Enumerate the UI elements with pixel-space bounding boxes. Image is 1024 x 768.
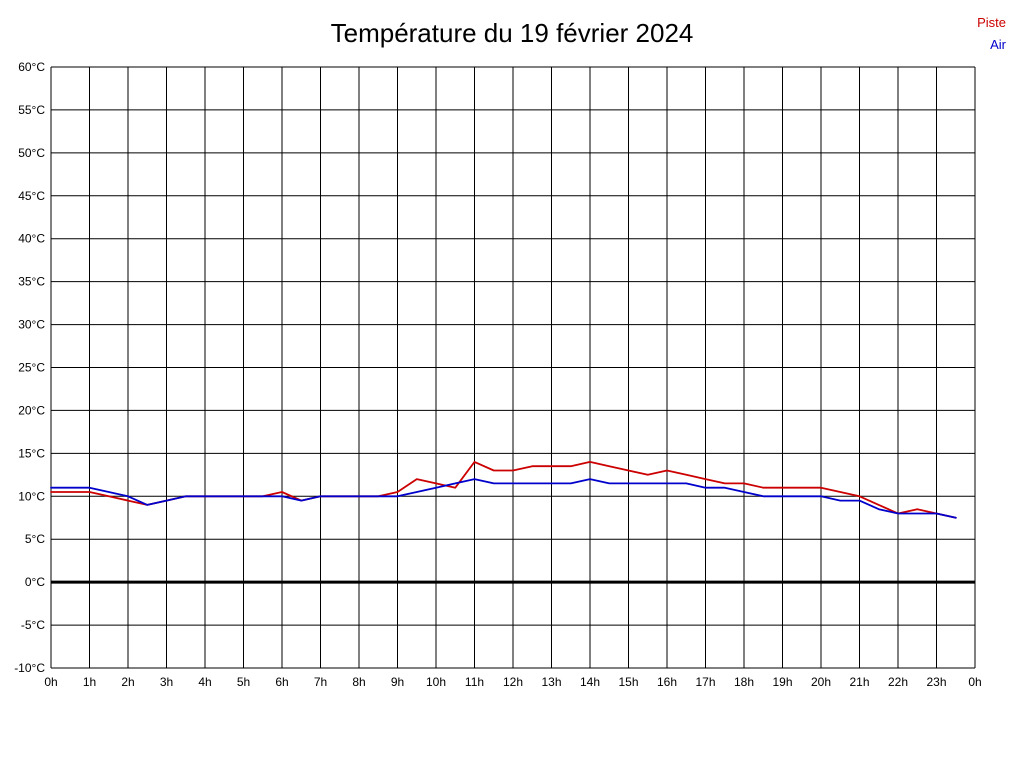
x-tick-label: 5h	[237, 675, 250, 689]
x-tick-label: 9h	[391, 675, 404, 689]
x-tick-label: 15h	[618, 675, 638, 689]
y-tick-label: 55°C	[18, 103, 45, 117]
x-tick-label: 13h	[541, 675, 561, 689]
y-tick-label: 50°C	[18, 146, 45, 160]
x-tick-label: 16h	[657, 675, 677, 689]
grid	[50, 66, 976, 669]
x-tick-label: 22h	[888, 675, 908, 689]
chart-title: Température du 19 février 2024	[330, 18, 694, 48]
y-tick-label: 20°C	[18, 403, 45, 417]
x-tick-label: 21h	[849, 675, 869, 689]
x-tick-label: 11h	[465, 675, 484, 689]
x-tick-label: 7h	[314, 675, 327, 689]
x-tick-label: 23h	[926, 675, 946, 689]
y-tick-label: 35°C	[18, 275, 45, 289]
x-tick-label: 18h	[734, 675, 754, 689]
x-tick-label: 8h	[352, 675, 365, 689]
y-tick-label: 40°C	[18, 232, 45, 246]
x-tick-label: 20h	[811, 675, 831, 689]
legend-piste-label: Piste	[977, 15, 1006, 30]
x-tick-label: 4h	[198, 675, 211, 689]
series-line-piste	[50, 460, 957, 519]
x-tick-label: 3h	[160, 675, 173, 689]
y-tick-label: 30°C	[18, 318, 45, 332]
axis-labels: 60°C 55°C 50°C 45°C 40°C 35°C 30°C 25°C 20°C 15°C…	[14, 60, 981, 689]
x-tick-label: 19h	[772, 675, 792, 689]
y-tick-label: 15°C	[18, 446, 45, 460]
x-tick-label: 17h	[695, 675, 715, 689]
y-tick-label: -10°C	[14, 661, 45, 675]
x-tick-label: 0h	[44, 675, 57, 689]
y-tick-label: 60°C	[18, 60, 45, 74]
x-tick-label: 14h	[580, 675, 600, 689]
legend: Piste Air	[977, 12, 1006, 56]
x-tick-label: 10h	[426, 675, 446, 689]
legend-air-label: Air	[990, 37, 1006, 52]
y-tick-label: -5°C	[21, 618, 45, 632]
y-tick-label: 0°C	[25, 575, 45, 589]
y-tick-label: 45°C	[18, 189, 45, 203]
x-tick-label: 12h	[503, 675, 523, 689]
y-tick-label: 25°C	[18, 361, 45, 375]
series-line-air	[50, 478, 957, 519]
x-tick-label: 2h	[121, 675, 134, 689]
x-tick-label: 0h	[968, 675, 981, 689]
y-tick-label: 5°C	[25, 532, 45, 546]
y-tick-label: 10°C	[18, 489, 45, 503]
x-tick-label: 1h	[83, 675, 96, 689]
x-tick-label: 6h	[275, 675, 288, 689]
